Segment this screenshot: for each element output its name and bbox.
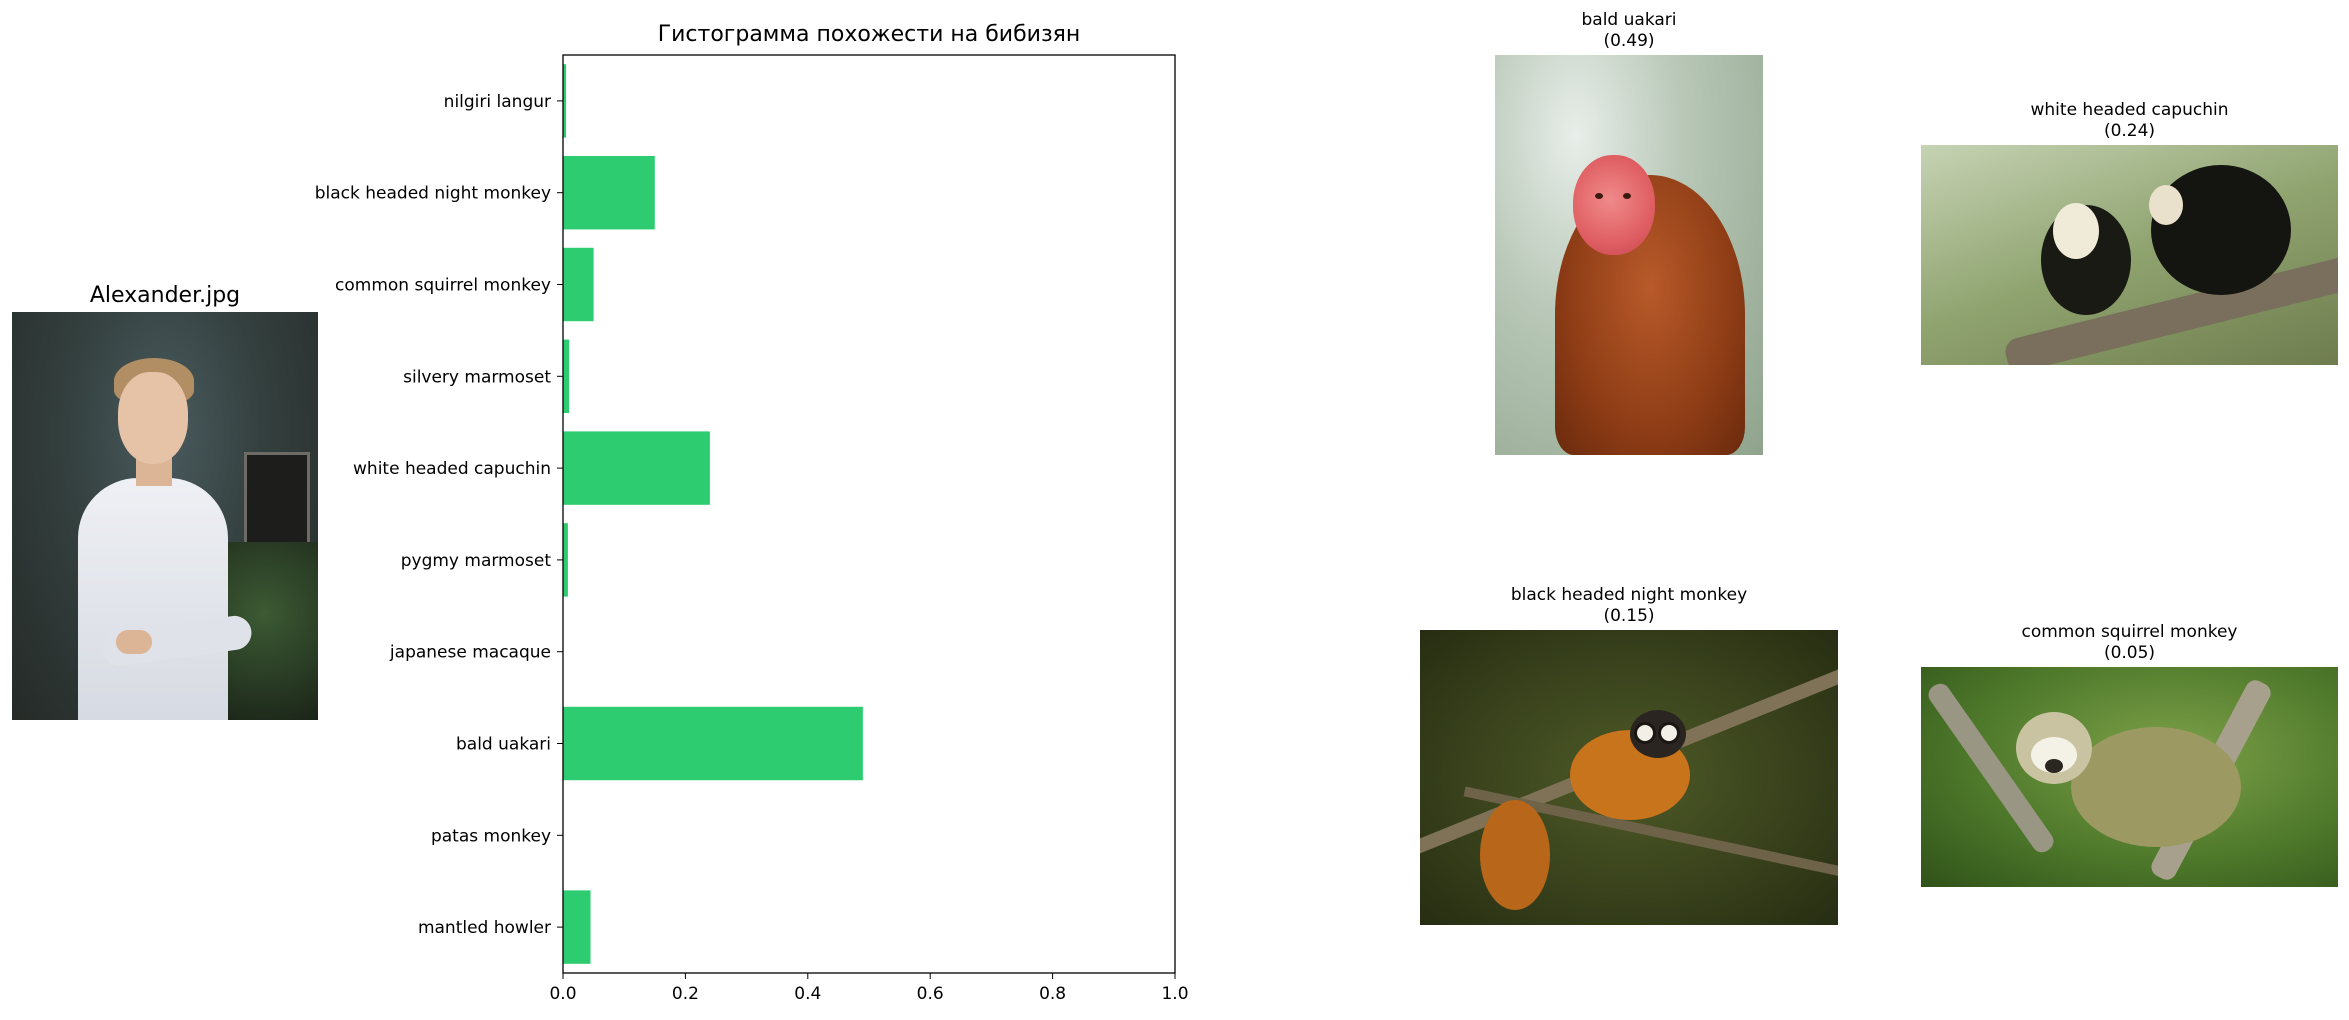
y-tick-label-9: mantled howler bbox=[418, 918, 551, 938]
capuchin-face-small bbox=[2149, 185, 2183, 225]
bar-4 bbox=[563, 431, 710, 505]
x-tick-label-5: 1.0 bbox=[1161, 984, 1188, 1004]
squirrel-monkey-muzzle bbox=[2045, 759, 2063, 773]
x-tick-label-0: 0.0 bbox=[549, 984, 576, 1004]
bald-uakari-photo bbox=[1495, 55, 1763, 455]
match-caption-4: common squirrel monkey (0.05) bbox=[1921, 622, 2338, 664]
match-name-3: black headed night monkey bbox=[1510, 585, 1748, 605]
uakari-eye-right bbox=[1623, 193, 1631, 199]
y-tick-label-4: white headed capuchin bbox=[353, 459, 551, 479]
match-caption-3: black headed night monkey (0.15) bbox=[1420, 585, 1838, 627]
chart-title: Гистограмма похожести на бибизян bbox=[657, 22, 1081, 47]
bar-1 bbox=[563, 155, 655, 230]
match-score-2: (0.24) bbox=[2103, 121, 2156, 141]
squirrel-monkey-body bbox=[2071, 727, 2241, 847]
match-score-4: (0.05) bbox=[2103, 643, 2156, 663]
x-tick-label-1: 0.2 bbox=[672, 984, 699, 1004]
night-monkey-eye-left bbox=[1634, 722, 1656, 744]
match-caption-1: bald uakari (0.49) bbox=[1495, 10, 1763, 52]
common-squirrel-monkey-photo bbox=[1921, 667, 2338, 887]
match-name-1: bald uakari bbox=[1581, 10, 1677, 30]
match-name-4: common squirrel monkey bbox=[2021, 622, 2238, 642]
bars-group bbox=[563, 64, 863, 964]
y-tick-label-1: black headed night monkey bbox=[315, 184, 551, 204]
capuchin-face bbox=[2053, 203, 2099, 259]
y-tick-label-3: silvery marmoset bbox=[403, 367, 551, 387]
match-caption-2: white headed capuchin (0.24) bbox=[1921, 100, 2338, 142]
y-tick-label-8: patas monkey bbox=[431, 826, 551, 846]
similarity-bar-chart: nilgiri langur black headed night monkey c… bbox=[315, 54, 1189, 1004]
night-monkey-eye-right bbox=[1658, 722, 1680, 744]
head bbox=[118, 372, 188, 464]
match-score-1: (0.49) bbox=[1603, 31, 1655, 51]
y-tick-label-5: pygmy marmoset bbox=[401, 551, 552, 571]
y-tick-label-0: nilgiri langur bbox=[444, 92, 551, 112]
y-tick-label-7: bald uakari bbox=[456, 735, 551, 755]
night-monkey-tail bbox=[1480, 800, 1550, 910]
bar-5 bbox=[563, 523, 568, 597]
bar-9 bbox=[563, 890, 591, 964]
y-tick-label-6: japanese macaque bbox=[389, 643, 551, 663]
uakari-eye-left bbox=[1595, 193, 1603, 199]
match-name-2: white headed capuchin bbox=[2030, 100, 2229, 120]
y-tick-label-2: common squirrel monkey bbox=[335, 276, 551, 296]
x-tick-label-3: 0.6 bbox=[917, 984, 944, 1004]
y-axis: nilgiri langur black headed night monkey c… bbox=[315, 92, 563, 938]
bar-3 bbox=[563, 339, 570, 414]
capuchin-adult bbox=[2151, 165, 2291, 295]
bar-7 bbox=[563, 706, 863, 781]
x-tick-label-2: 0.4 bbox=[794, 984, 821, 1004]
plot-frame bbox=[562, 54, 1176, 974]
person-image-title: Alexander.jpg bbox=[89, 283, 241, 308]
hand bbox=[116, 630, 152, 654]
shirt bbox=[78, 478, 228, 720]
bar-0 bbox=[563, 64, 567, 138]
person-photo bbox=[12, 312, 318, 720]
white-headed-capuchin-photo bbox=[1921, 145, 2338, 365]
uakari-face bbox=[1573, 155, 1655, 255]
bar-2 bbox=[563, 247, 594, 322]
black-headed-night-monkey-photo bbox=[1420, 630, 1838, 925]
x-tick-label-4: 0.8 bbox=[1039, 984, 1066, 1004]
x-axis: 0.0 0.2 0.4 0.6 0.8 1.0 bbox=[549, 973, 1189, 1004]
match-score-3: (0.15) bbox=[1603, 606, 1655, 626]
